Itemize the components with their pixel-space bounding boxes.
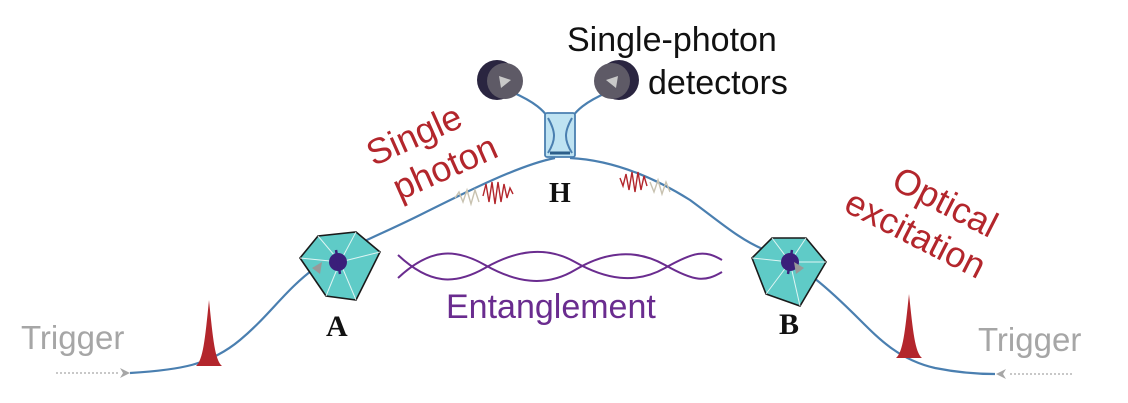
trigger-left-label: Trigger bbox=[21, 319, 124, 356]
diamond-crystal-icon bbox=[299, 231, 381, 301]
trigger-right-label: Trigger bbox=[978, 321, 1081, 358]
arrow-left-icon bbox=[996, 369, 1006, 379]
beamsplitter-label: H bbox=[549, 178, 571, 209]
entanglement-label: Entanglement bbox=[446, 288, 656, 326]
detector-icon bbox=[477, 60, 523, 100]
laser-pulse-icon bbox=[896, 294, 922, 358]
arrow-right-icon bbox=[120, 368, 130, 378]
laser-pulse-icon bbox=[196, 300, 222, 366]
detectors-label-line2: detectors bbox=[648, 64, 788, 102]
diamond-crystal-icon bbox=[751, 237, 827, 307]
nv-center-icon bbox=[329, 249, 347, 275]
beamsplitter-icon bbox=[544, 112, 576, 158]
nv-center-icon bbox=[781, 249, 799, 275]
detectors-label-line1: Single-photon bbox=[567, 21, 777, 59]
trigger-left-input bbox=[56, 368, 130, 378]
node-a-label: A bbox=[326, 310, 348, 343]
node-b-label: B bbox=[779, 308, 799, 341]
detector-icon bbox=[594, 60, 639, 100]
photon-wavepacket-right bbox=[619, 171, 671, 197]
trigger-right-input bbox=[996, 369, 1072, 379]
photon-wavepacket-left bbox=[454, 181, 514, 207]
entanglement-waves bbox=[397, 250, 723, 282]
